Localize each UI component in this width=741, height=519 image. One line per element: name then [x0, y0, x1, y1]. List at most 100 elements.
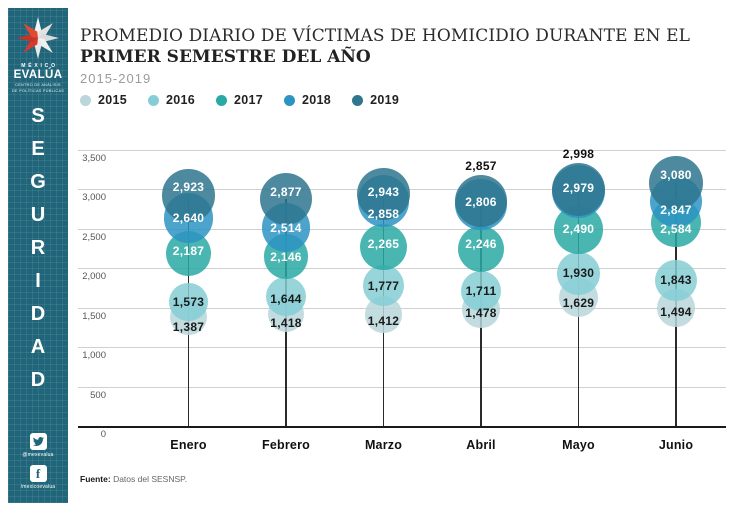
y-tick-label-0: 0 [100, 429, 106, 440]
legend-item-2018: 2018 [284, 93, 331, 107]
bubble-value-2019-febrero: 2,877 [270, 185, 302, 200]
bubble-value-2016-mayo: 1,930 [562, 265, 595, 280]
facebook-f-glyph: f [35, 466, 41, 481]
bubble-value-2018-mayo: 2,979 [562, 181, 595, 196]
y-tick-label-2500: 2,500 [82, 231, 106, 243]
bubble-value-2015-junio: 1,494 [660, 305, 692, 320]
twitter-handle: @mexevalua [22, 452, 54, 458]
legend-dot-2016 [148, 94, 160, 106]
bubble-2017-marzo [360, 224, 407, 271]
y-tick-label-1000: 1,000 [82, 350, 106, 362]
bubble-value-2019-enero: 2,923 [172, 179, 205, 194]
gridline-2500 [78, 228, 726, 230]
legend-item-2019: 2019 [352, 93, 399, 107]
bubble-value-2017-enero: 2,187 [172, 243, 205, 258]
legend-dot-2019 [352, 94, 364, 106]
brand-tagline-line1: CENTRO DE ANÁLISIS [15, 82, 61, 87]
mexico-evalua-star-icon [17, 17, 59, 59]
legend-dot-2018 [284, 94, 296, 106]
twitter-icon[interactable] [29, 433, 47, 450]
brand-evalua: EVALÚA [13, 69, 63, 81]
legend-label-2016: 2016 [166, 93, 196, 107]
gridline-2000 [78, 268, 726, 270]
y-tick-label-3000: 3,000 [82, 192, 106, 204]
bubble-value-2017-junio: 2,584 [660, 222, 692, 237]
bubble-2019-enero [162, 169, 215, 222]
facebook-icon[interactable]: f [29, 465, 47, 482]
bubble-value-2015-febrero: 1,418 [270, 316, 302, 331]
bubble-2016-marzo [363, 265, 404, 307]
bubble-2016-mayo [557, 252, 600, 296]
bubble-2016-abril [460, 271, 502, 312]
y-tick-label-3500: 3,500 [82, 153, 106, 164]
bubble-2016-enero [169, 282, 208, 322]
bubble-value-2015-marzo: 1,412 [367, 313, 400, 328]
vertical-letter-3: U [30, 204, 46, 227]
page-title-line1: PROMEDIO DIARIO DE VÍCTIMAS DE HOMICIDIO… [80, 26, 690, 46]
source-text: Datos del SESNSP. [110, 474, 188, 484]
x-axis-label-febrero: Febrero [262, 438, 310, 452]
bubble-value-2018-abril: 2,806 [465, 194, 497, 209]
brand-tagline-line2: DE POLÍTICAS PÚBLICAS [11, 88, 65, 93]
chart-legend: 2015 2016 2017 2018 2019 [80, 93, 399, 107]
x-axis-line [78, 426, 726, 428]
bubble-value-2019-abril: 2,857 [465, 158, 497, 173]
x-axis-label-mayo: Mayo [562, 438, 595, 452]
bubble-value-2017-febrero: 2,146 [270, 249, 302, 264]
bubble-value-2015-enero: 1,387 [172, 319, 205, 334]
bubble-value-2017-marzo: 2,265 [367, 237, 400, 252]
vertical-letter-2: G [30, 171, 46, 194]
legend-label-2017: 2017 [234, 93, 264, 107]
bubble-value-2015-abril: 1,478 [465, 306, 497, 321]
gridline-3500 [78, 150, 726, 151]
vertical-letter-1: E [31, 138, 45, 161]
legend-item-2017: 2017 [216, 93, 263, 107]
bubble-2019-febrero [259, 173, 312, 226]
vertical-letter-0: S [31, 105, 45, 128]
bubble-2016-junio [655, 259, 697, 302]
source-note: Fuente: Datos del SESNSP. [80, 474, 187, 484]
sidebar-social: @mexevalua f /mexicoevalua [8, 433, 68, 497]
gridline-1500 [78, 307, 726, 309]
bubble-value-2018-enero: 2,640 [172, 210, 205, 225]
vertical-letter-8: D [30, 369, 46, 392]
bubble-value-2016-junio: 1,843 [660, 272, 692, 287]
bubble-value-2017-abril: 2,246 [465, 236, 497, 251]
legend-dot-2017 [216, 94, 228, 106]
y-tick-label-500: 500 [90, 389, 106, 401]
bubble-2017-abril [458, 225, 504, 272]
x-axis-label-enero: Enero [170, 438, 207, 452]
source-label: Fuente: [80, 474, 111, 484]
bubble-value-2016-enero: 1,573 [172, 294, 205, 309]
legend-label-2019: 2019 [370, 93, 400, 107]
gridline-500 [78, 386, 726, 388]
vertical-letter-7: A [30, 336, 46, 359]
legend-item-2015: 2015 [80, 93, 127, 107]
bubble-value-2016-febrero: 1,644 [270, 292, 302, 307]
bubble-2019-marzo [357, 167, 410, 221]
legend-label-2018: 2018 [302, 93, 332, 107]
legend-dot-2015 [80, 94, 91, 106]
vertical-letter-5: I [35, 270, 41, 293]
x-axis-label-abril: Abril [466, 438, 496, 452]
page-title-line2: PRIMER SEMESTRE DEL AÑO [80, 47, 371, 67]
facebook-handle: /mexicoevalua [20, 484, 56, 490]
gridline-1000 [78, 347, 726, 349]
bubble-2019-junio [649, 156, 703, 211]
sidebar: MÉXICO EVALÚA CENTRO DE ANÁLISIS DE POLÍ… [8, 8, 68, 503]
bubble-value-2015-mayo: 1,629 [562, 295, 595, 310]
x-axis-label-junio: Junio [658, 438, 694, 452]
bubble-value-2016-abril: 1,711 [465, 284, 497, 299]
bubble-value-2018-junio: 2,847 [660, 203, 692, 218]
bubble-value-2018-marzo: 2,858 [367, 206, 400, 221]
bubble-value-2016-marzo: 1,777 [367, 278, 400, 293]
bubble-value-2019-junio: 3,080 [660, 168, 692, 183]
legend-label-2015: 2015 [98, 93, 128, 107]
bubble-2016-febrero [266, 276, 306, 317]
x-axis-label-marzo: Marzo [364, 438, 403, 452]
plot-area: 3,500 3,000 2,500 2,000 1,500 1,000 500 0 1,387 1… [78, 147, 726, 460]
bubble-2019-abril [455, 174, 507, 227]
vertical-letter-4: R [30, 237, 46, 260]
y-tick-label-2000: 2,000 [82, 271, 106, 283]
